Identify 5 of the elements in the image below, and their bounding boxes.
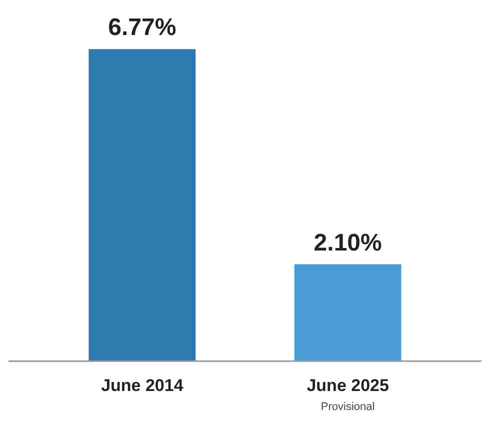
text: Provisional — [320, 401, 375, 414]
data-label: 2.10% — [314, 229, 382, 256]
data-label: 6.77% — [108, 14, 176, 42]
x-tick-label: June 2025 — [306, 376, 389, 396]
x-tick-label: June 2014 — [101, 376, 184, 396]
